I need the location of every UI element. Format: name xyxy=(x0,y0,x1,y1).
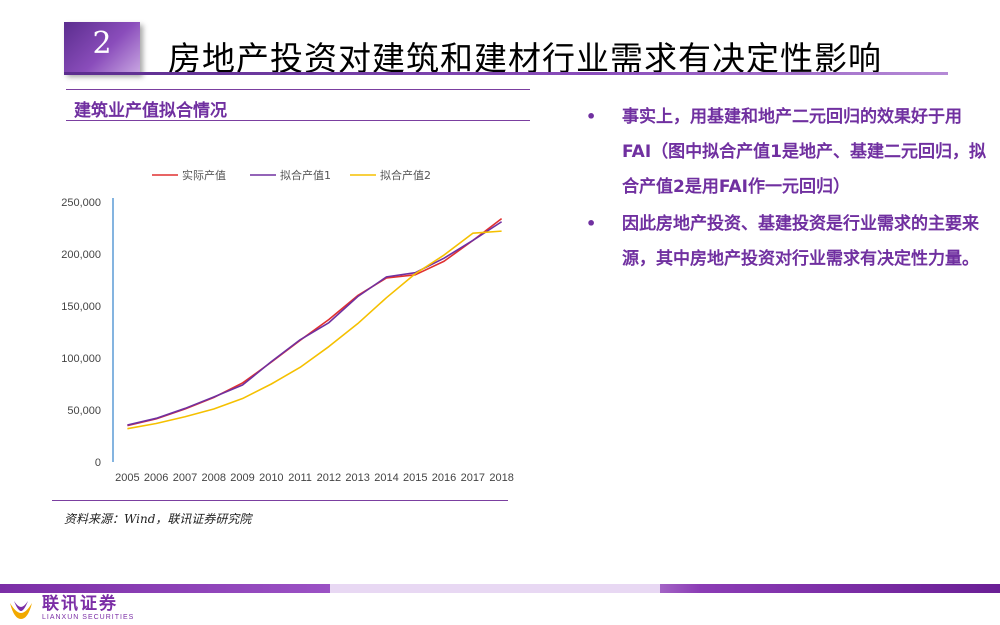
logo-text-cn: 联讯证券 xyxy=(42,594,118,614)
x-tick-label: 2010 xyxy=(259,472,283,484)
y-tick-label: 50,000 xyxy=(67,405,101,417)
page-title: 房地产投资对建筑和建材行业需求有决定性影响 xyxy=(168,39,882,78)
chart-legend: 实际产值 拟合产值1 拟合产值2 xyxy=(152,168,431,182)
bullet-text: 事实上，用基建和地产二元回归的效果好于用FAI（图中拟合产值1是地产、基建二元回… xyxy=(622,107,986,197)
line-chart: 实际产值 拟合产值1 拟合产值2 0 50,000 100,000 150,000 200,… xyxy=(61,168,514,484)
logo-text-en: LIANXUN SECURITIES xyxy=(42,614,135,621)
footer-band-highlight xyxy=(330,584,660,593)
series-line-1 xyxy=(127,218,503,427)
chart-bottom-rule xyxy=(52,500,508,501)
x-axis: 2005 2006 2007 2008 2009 2010 2011 2012 2013 2014… xyxy=(115,472,514,484)
x-tick-label: 2007 xyxy=(173,472,197,484)
x-tick-label: 2013 xyxy=(345,472,369,484)
x-tick-label: 2009 xyxy=(230,472,254,484)
y-axis: 0 50,000 100,000 150,000 200,000 250,000 xyxy=(61,197,114,469)
x-tick-label: 2017 xyxy=(461,472,485,484)
y-tick-label: 200,000 xyxy=(61,249,101,261)
section-number: 2 xyxy=(92,26,112,61)
x-tick-label: 2006 xyxy=(144,472,168,484)
y-tick-label: 150,000 xyxy=(61,301,101,313)
bullet-marker: • xyxy=(586,214,597,233)
legend-label: 拟合产值2 xyxy=(380,168,431,182)
x-tick-label: 2008 xyxy=(202,472,226,484)
y-tick-label: 100,000 xyxy=(61,353,101,365)
bullet-marker: • xyxy=(586,107,597,126)
chart-series xyxy=(127,218,503,430)
bullet-list: • 事实上，用基建和地产二元回归的效果好于用FAI（图中拟合产值1是地产、基建二… xyxy=(586,100,986,279)
series-line-3 xyxy=(127,230,502,430)
x-tick-label: 2011 xyxy=(288,472,312,484)
company-logo: 联讯证券 LIANXUN SECURITIES xyxy=(8,596,134,622)
y-tick-label: 0 xyxy=(95,457,101,469)
x-tick-label: 2016 xyxy=(432,472,456,484)
x-tick-label: 2014 xyxy=(374,472,398,484)
legend-label: 拟合产值1 xyxy=(280,168,331,182)
chart-title-bottom-rule xyxy=(66,120,530,121)
x-tick-label: 2018 xyxy=(489,472,513,484)
logo-icon xyxy=(10,601,32,619)
x-tick-label: 2012 xyxy=(317,472,341,484)
bullet-item: • 事实上，用基建和地产二元回归的效果好于用FAI（图中拟合产值1是地产、基建二… xyxy=(586,100,986,205)
x-tick-label: 2005 xyxy=(115,472,139,484)
x-tick-label: 2015 xyxy=(403,472,427,484)
legend-label: 实际产值 xyxy=(182,168,226,182)
bullet-item: • 因此房地产投资、基建投资是行业需求的主要来源，其中房地产投资对行业需求有决定… xyxy=(586,207,986,277)
chart-title-top-rule xyxy=(66,89,530,90)
y-tick-label: 250,000 xyxy=(61,197,101,209)
bullet-text: 因此房地产投资、基建投资是行业需求的主要来源，其中房地产投资对行业需求有决定性力… xyxy=(622,214,979,269)
chart-title: 建筑业产值拟合情况 xyxy=(74,101,227,121)
source-note: 资料来源：Wind，联讯证券研究院 xyxy=(64,512,252,526)
title-underline xyxy=(64,72,948,75)
section-number-box: 2 xyxy=(64,22,140,74)
series-line-2 xyxy=(127,221,503,426)
